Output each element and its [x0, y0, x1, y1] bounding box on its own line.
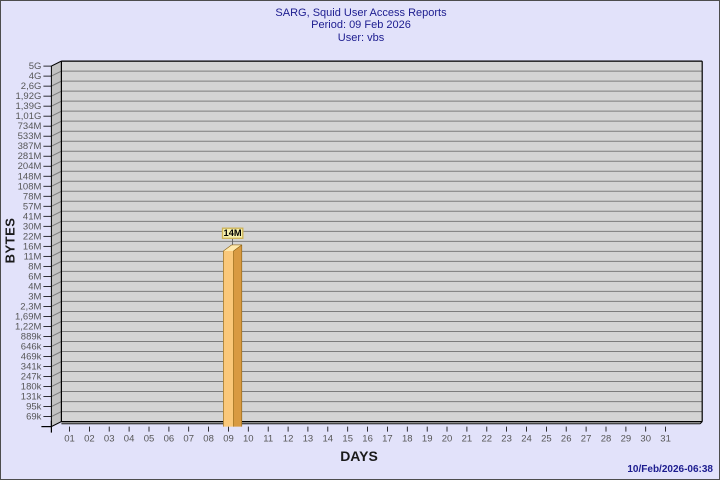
svg-text:11: 11 — [263, 434, 273, 445]
svg-text:26: 26 — [561, 434, 572, 445]
svg-text:01: 01 — [64, 434, 75, 445]
svg-text:25: 25 — [541, 434, 552, 445]
svg-text:12: 12 — [283, 434, 294, 445]
svg-text:24: 24 — [521, 434, 532, 445]
svg-text:03: 03 — [104, 434, 115, 445]
svg-text:21: 21 — [462, 434, 473, 445]
svg-text:69k: 69k — [26, 412, 42, 423]
svg-text:31: 31 — [660, 434, 671, 445]
svg-text:30: 30 — [640, 434, 651, 445]
svg-text:05: 05 — [144, 434, 155, 445]
svg-text:23: 23 — [501, 434, 512, 445]
svg-text:13: 13 — [303, 434, 314, 445]
svg-text:09: 09 — [223, 434, 234, 445]
svg-text:14: 14 — [323, 434, 334, 445]
svg-text:06: 06 — [164, 434, 175, 445]
svg-text:29: 29 — [621, 434, 632, 445]
svg-text:10: 10 — [243, 434, 254, 445]
svg-text:18: 18 — [402, 434, 413, 445]
svg-text:15: 15 — [342, 434, 353, 445]
svg-text:27: 27 — [581, 434, 592, 445]
svg-text:08: 08 — [203, 434, 214, 445]
svg-text:17: 17 — [382, 434, 393, 445]
svg-text:04: 04 — [124, 434, 135, 445]
svg-text:19: 19 — [422, 434, 433, 445]
svg-text:20: 20 — [442, 434, 453, 445]
svg-text:16: 16 — [362, 434, 373, 445]
svg-text:14M: 14M — [224, 228, 242, 238]
svg-text:22: 22 — [482, 434, 493, 445]
svg-text:07: 07 — [183, 434, 194, 445]
svg-text:02: 02 — [84, 434, 95, 445]
svg-text:28: 28 — [601, 434, 612, 445]
